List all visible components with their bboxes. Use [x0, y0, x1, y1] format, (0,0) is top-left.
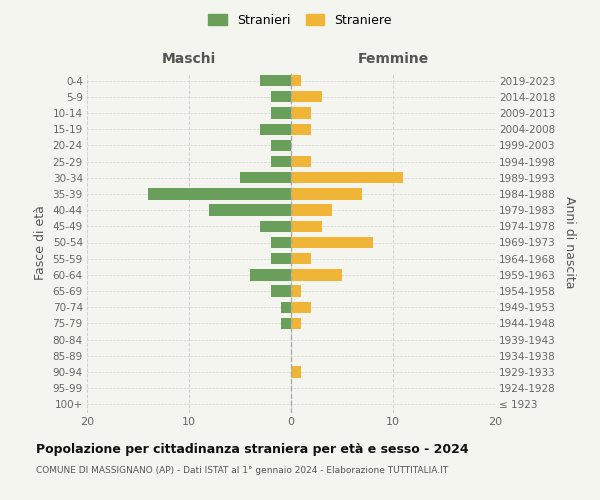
Bar	[291, 172, 403, 184]
Bar	[291, 286, 301, 296]
Bar	[291, 124, 311, 135]
Text: Maschi: Maschi	[162, 52, 216, 66]
Text: Femmine: Femmine	[358, 52, 428, 66]
Bar	[260, 75, 291, 86]
Bar	[291, 108, 311, 118]
Bar	[291, 318, 301, 329]
Bar	[291, 75, 301, 86]
Bar	[250, 269, 291, 280]
Text: Popolazione per cittadinanza straniera per età e sesso - 2024: Popolazione per cittadinanza straniera p…	[36, 442, 469, 456]
Bar	[291, 237, 373, 248]
Bar	[291, 204, 332, 216]
Bar	[209, 204, 291, 216]
Bar	[271, 91, 291, 102]
Bar	[291, 220, 322, 232]
Bar	[291, 188, 362, 200]
Bar	[271, 237, 291, 248]
Y-axis label: Anni di nascita: Anni di nascita	[563, 196, 576, 288]
Bar	[271, 253, 291, 264]
Bar	[291, 91, 322, 102]
Bar	[291, 156, 311, 167]
Bar	[291, 302, 311, 313]
Bar	[240, 172, 291, 184]
Bar	[281, 302, 291, 313]
Bar	[291, 366, 301, 378]
Bar	[260, 124, 291, 135]
Bar	[271, 108, 291, 118]
Y-axis label: Fasce di età: Fasce di età	[34, 205, 47, 280]
Bar	[271, 286, 291, 296]
Bar	[281, 318, 291, 329]
Bar	[260, 220, 291, 232]
Legend: Stranieri, Straniere: Stranieri, Straniere	[203, 8, 397, 32]
Bar	[271, 156, 291, 167]
Bar	[291, 253, 311, 264]
Bar	[291, 269, 342, 280]
Text: COMUNE DI MASSIGNANO (AP) - Dati ISTAT al 1° gennaio 2024 - Elaborazione TUTTITA: COMUNE DI MASSIGNANO (AP) - Dati ISTAT a…	[36, 466, 448, 475]
Bar	[148, 188, 291, 200]
Bar	[271, 140, 291, 151]
